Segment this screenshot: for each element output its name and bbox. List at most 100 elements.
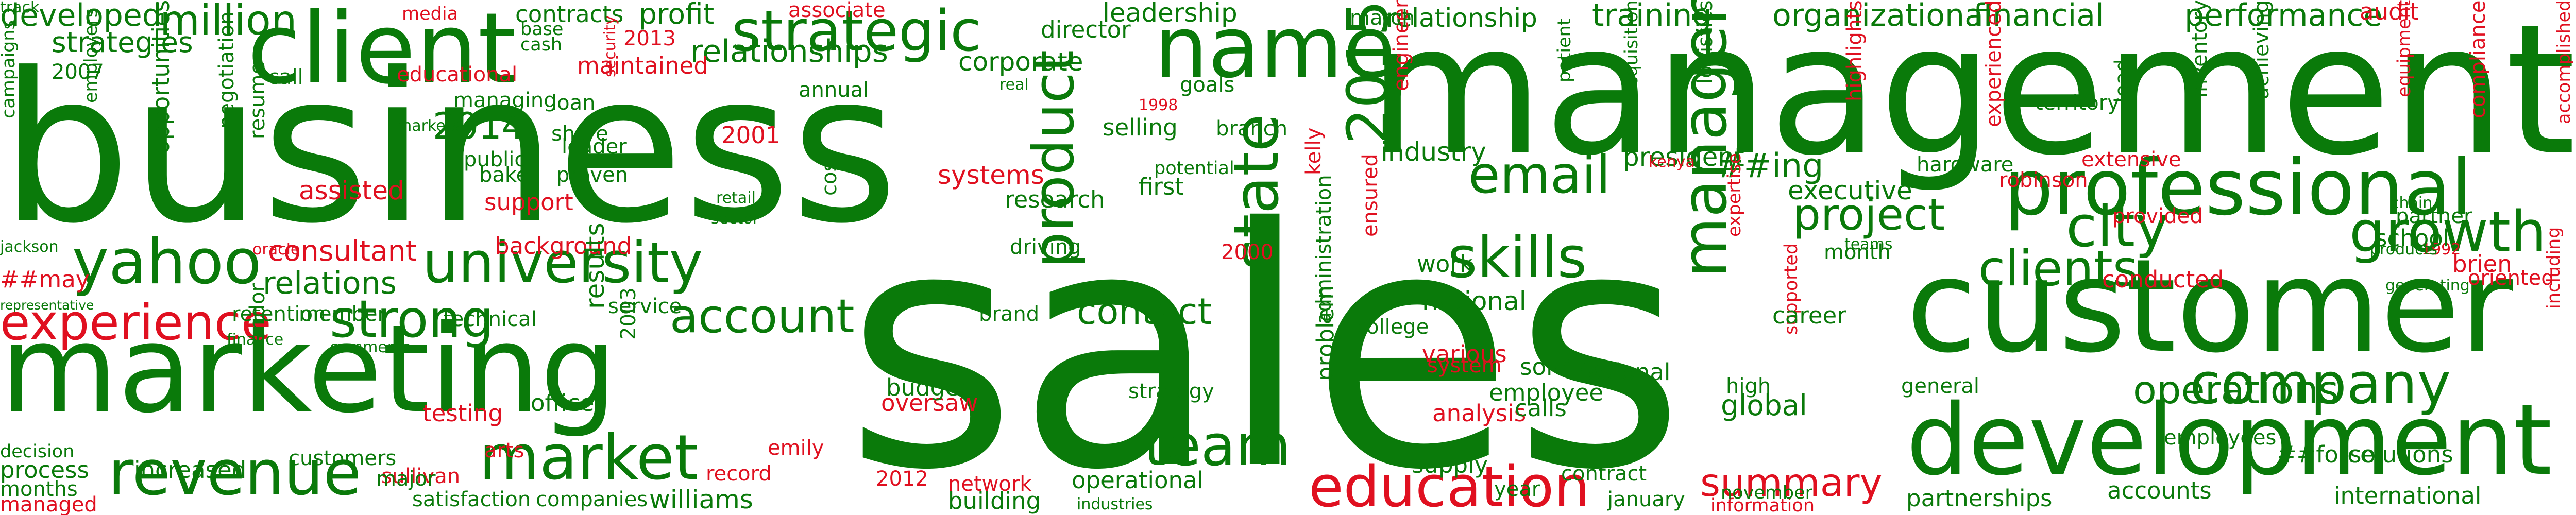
word-managing: managing [453,89,557,112]
word-real: real [999,76,1029,94]
word-branch: branch [1216,117,1288,141]
word-calls: calls [1515,394,1567,422]
word-name: name [1154,0,1395,97]
word-clients: clients [1978,241,2139,297]
word-achieving: achieving [2250,0,2274,100]
word-process: process [0,456,89,484]
word-markets: markets [397,117,460,135]
word-global: global [1721,389,1807,422]
word-business: business [0,29,899,269]
word-corporate: corporate [958,47,1083,77]
word-teams: teams [1844,235,1893,253]
word-operational: operational [1072,467,1204,494]
word-regional: regional [1577,358,1671,386]
word-2000: 2000 [1221,241,1274,264]
word-growth: growth [2349,199,2547,265]
word-management: management [1368,0,2576,195]
word-products: products [2370,241,2438,259]
word-background: background [495,232,632,260]
word-solutions: solutions [2349,441,2453,468]
word-city: city [2066,194,2169,260]
word-testing: testing [422,400,503,427]
word-goals: goals [1180,73,1235,97]
word-audit: audit [2360,0,2419,25]
word-leader: leader [562,135,627,159]
word-jackson: jackson [0,238,59,256]
word-track: track [0,0,40,16]
word-kenya: kenya [1649,153,1695,171]
word-strong: strong [330,289,494,349]
word-major: major [376,467,436,491]
word-retention: retention [232,302,326,326]
word-network: network [948,472,1032,496]
word-leadership: leadership [1103,0,1238,28]
word-support: support [484,188,573,216]
word-2012: 2012 [876,467,928,491]
word-service: service [608,295,682,318]
word-educational: educational [397,63,518,87]
word-driving: driving [1010,235,1081,259]
word-january: january [1607,488,1685,511]
word-companies: companies [536,488,648,511]
word-maintained: maintained [577,52,708,79]
word-conducted: conducted [2102,266,2224,293]
word-equipment: equipment [2394,0,2415,98]
word-associate: associate [788,0,886,22]
word-international: international [2334,482,2482,509]
word-results: results [580,222,610,309]
word-finance: finance [227,331,284,349]
word-months: months [0,477,78,501]
word-2003: 2003 [617,287,640,340]
word-inventory: inventory [2188,0,2212,98]
word-development: development [1906,383,2552,497]
word-marketing: marketing [0,299,617,440]
word-employees: employees [2164,426,2277,450]
word-budget: budget [886,374,969,401]
word-sales: sales [845,158,1685,515]
word-territory: territory [2035,91,2120,115]
word-williams: williams [649,485,753,514]
word-generating: generating [2385,277,2470,295]
word-hardware: hardware [1917,153,2014,177]
word-general: general [1901,374,1980,398]
word-client: client [247,0,516,106]
word-brien: brien [2452,250,2512,278]
word-november: november [1721,483,1813,503]
word-various: various [1422,340,1507,368]
word-career: career [1772,302,1846,329]
word-strategies: strategies [52,26,193,59]
word-work: work [1417,250,1473,278]
word-research: research [1005,186,1105,213]
word-building: building [948,487,1041,514]
word-president: president [1623,142,1744,172]
word-2001: 2001 [721,122,781,149]
word-partnerships: partnerships [1906,485,2053,512]
word-education: education [1309,454,1590,515]
word-potential: potential [1154,158,1234,179]
word-kelly: kelly [1302,127,1326,175]
word-baker: baker [479,163,537,187]
word-cash: cash [520,35,563,55]
word-company: company [2190,351,2451,417]
word-emily: emily [768,436,824,460]
word-may: ##may [0,266,90,293]
word-chain: chain [2391,194,2433,212]
word-employers: employers [81,8,101,103]
word-march: march [1350,6,1415,30]
word-operations: operations [2133,367,2339,413]
word-record: record [706,462,772,486]
word-provided: provided [2112,204,2203,228]
word-project: project [1793,190,1945,241]
word-contract: contract [1561,462,1647,486]
word-base: base [520,19,564,40]
word-first: first [1139,173,1184,200]
word-2009: 2009 [922,282,962,300]
word-2013: 2013 [623,27,676,50]
word-university: university [422,230,703,296]
word-financial: financial [1973,0,2104,33]
word-industries: industries [1077,495,1153,513]
word-lead: lead [2111,59,2134,103]
word-year: year [1494,477,1540,501]
word-ing: ##ing [1716,147,1824,185]
word-increased: increased [134,456,247,484]
